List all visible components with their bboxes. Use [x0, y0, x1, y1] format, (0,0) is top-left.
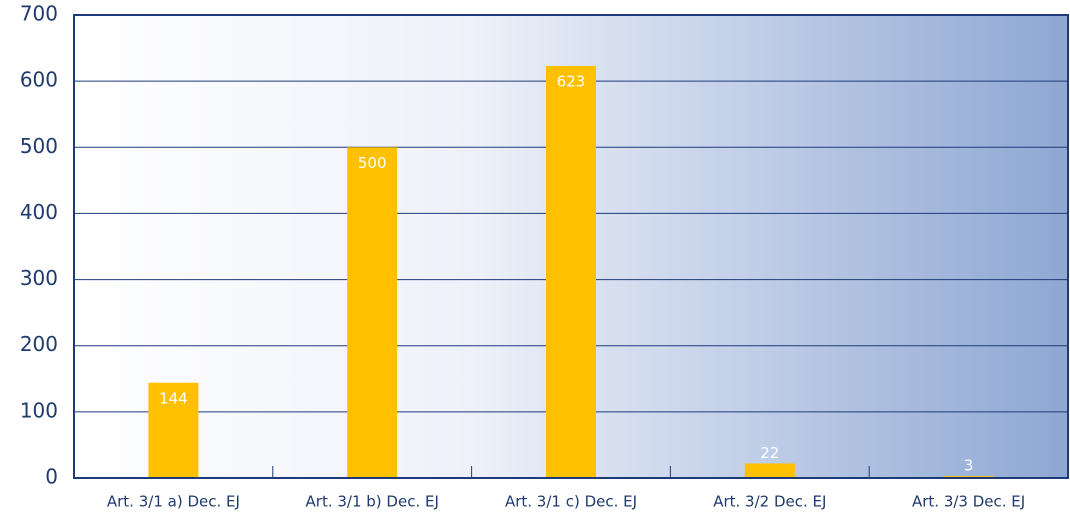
data-label: 500: [358, 154, 387, 172]
y-tick-label: 600: [20, 68, 58, 92]
x-tick-label: Art. 3/3 Dec. EJ: [912, 493, 1025, 511]
bar: [546, 65, 596, 479]
data-label: 22: [760, 444, 779, 462]
y-tick-label: 400: [20, 200, 58, 224]
y-tick-label: 200: [20, 332, 58, 356]
bar: [744, 463, 795, 478]
y-tick-label: 700: [20, 2, 58, 26]
data-label: 144: [159, 389, 188, 407]
plot-border: [73, 14, 1069, 479]
bar: [148, 382, 199, 478]
data-label: 623: [557, 72, 586, 90]
x-tick-label: Art. 3/1 a) Dec. EJ: [107, 493, 240, 511]
bar: [347, 147, 398, 479]
y-tick-label: 100: [20, 398, 58, 422]
data-label: 3: [964, 457, 974, 475]
y-tick-label: 500: [20, 134, 58, 158]
x-tick-label: Art. 3/1 c) Dec. EJ: [505, 493, 637, 511]
y-tick-label: 0: [45, 465, 58, 489]
x-tick-label: Art. 3/2 Dec. EJ: [713, 493, 826, 511]
x-tick-label: Art. 3/1 b) Dec. EJ: [306, 493, 439, 511]
y-tick-label: 300: [20, 266, 58, 290]
